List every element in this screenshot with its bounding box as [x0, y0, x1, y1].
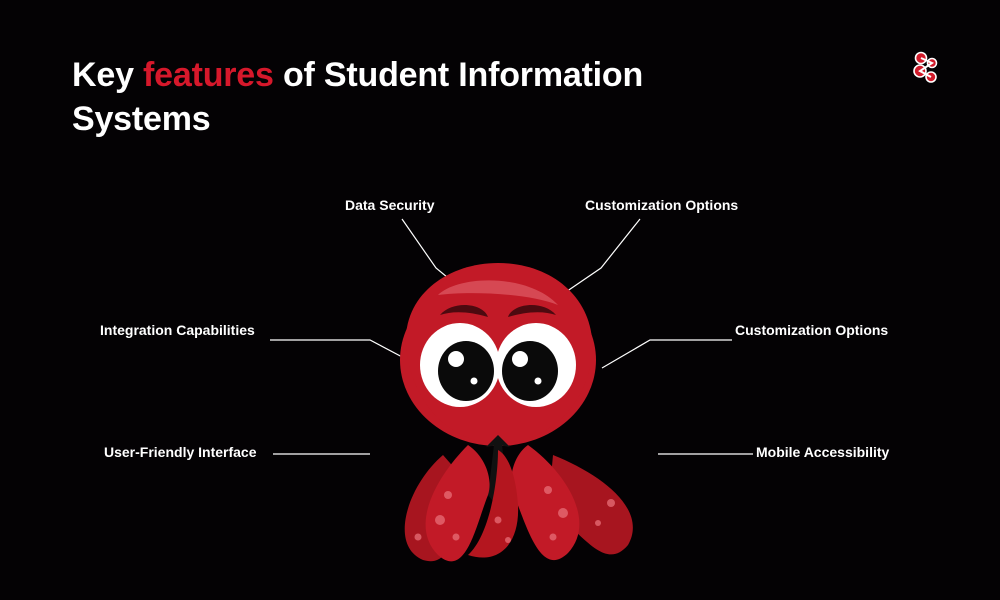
title-accent: features [143, 56, 274, 94]
title-prefix: Key [72, 56, 143, 94]
feature-user-friendly: User-Friendly Interface [104, 444, 257, 460]
feature-integration: Integration Capabilities [100, 322, 255, 338]
feature-customization-top: Customization Options [585, 197, 738, 213]
brand-glyph-icon [914, 53, 937, 83]
brand-logo [910, 50, 940, 91]
feature-data-security: Data Security [345, 197, 434, 213]
page-title: Key features of Student Information Syst… [72, 54, 712, 141]
feature-customization-mid: Customization Options [735, 322, 888, 338]
octopus-mascot-icon [348, 245, 648, 565]
feature-mobile-accessibility: Mobile Accessibility [756, 444, 889, 460]
